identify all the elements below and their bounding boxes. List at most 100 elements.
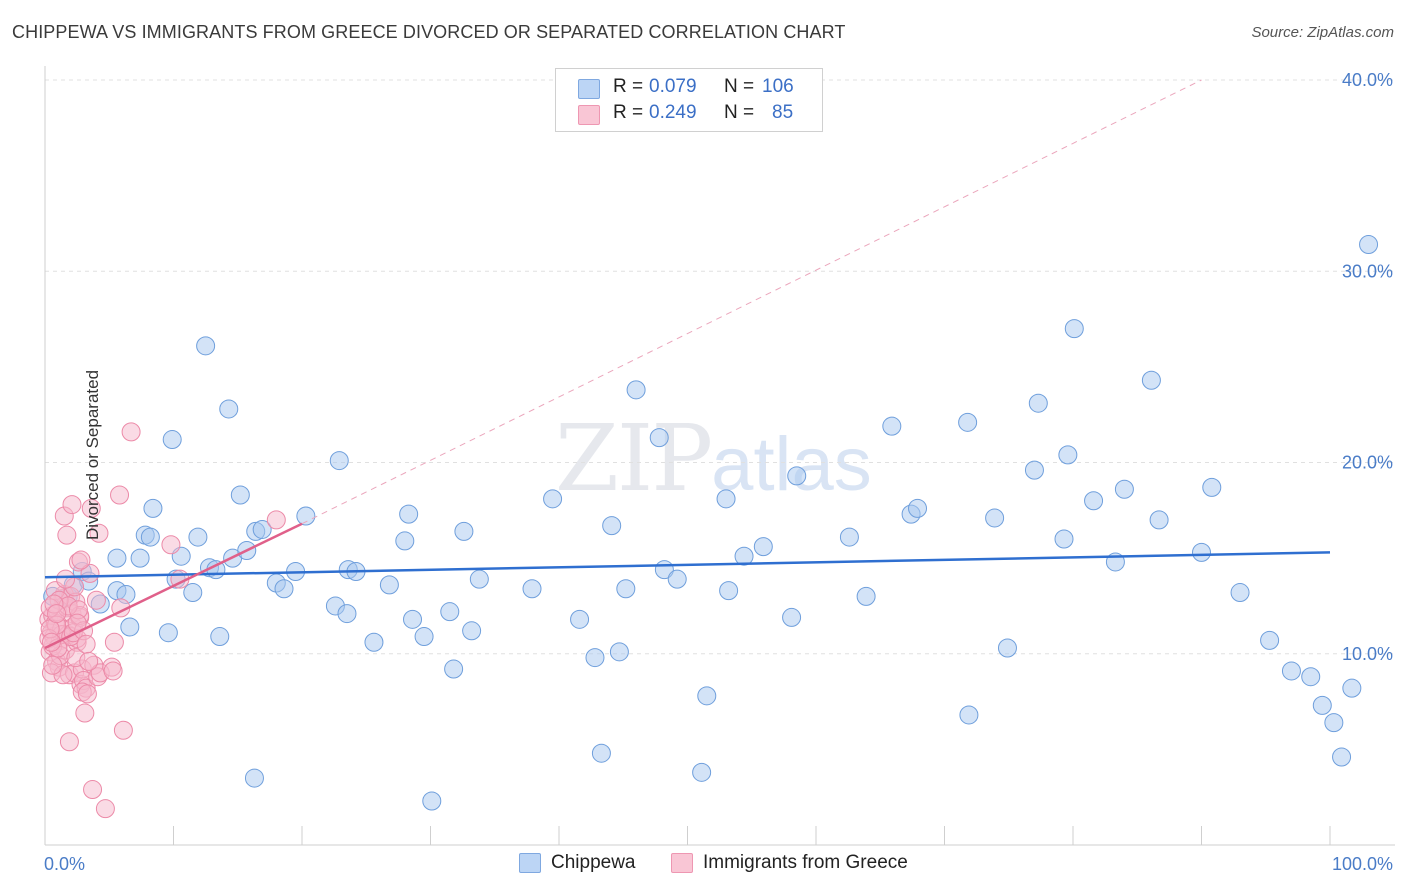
chippewa-point bbox=[143, 498, 163, 518]
greece-point bbox=[110, 485, 130, 505]
chippewa-point bbox=[782, 607, 802, 627]
greece-point bbox=[43, 655, 63, 675]
chippewa-point bbox=[1301, 667, 1321, 687]
chippewa-point bbox=[158, 623, 178, 643]
chippewa-point bbox=[1058, 445, 1078, 465]
bottom-legend-label-greece: Immigrants from Greece bbox=[703, 852, 908, 873]
chippewa-point bbox=[252, 519, 272, 539]
chippewa-point bbox=[716, 489, 736, 509]
chippewa-point bbox=[162, 430, 182, 450]
greece-trend-extension bbox=[301, 79, 1202, 525]
greece-point bbox=[75, 703, 95, 723]
bottom-legend-swatch-greece bbox=[671, 853, 693, 873]
chippewa-point bbox=[1281, 661, 1301, 681]
chippewa-point bbox=[130, 548, 150, 568]
chippewa-point bbox=[414, 627, 434, 647]
chippewa-point bbox=[379, 575, 399, 595]
chippewa-point bbox=[602, 516, 622, 536]
legend-swatch-greece bbox=[578, 105, 600, 125]
chippewa-point bbox=[395, 531, 415, 551]
chippewa-point bbox=[219, 399, 239, 419]
chippewa-point bbox=[1260, 630, 1280, 650]
greece-points bbox=[39, 422, 286, 819]
greece-point bbox=[104, 632, 124, 652]
chippewa-point bbox=[1141, 370, 1161, 390]
legend-r-value: 0.079 bbox=[649, 76, 697, 97]
chippewa-point bbox=[1064, 319, 1084, 339]
chippewa-point bbox=[296, 506, 316, 526]
watermark-zip: ZIP bbox=[555, 405, 713, 512]
greece-point bbox=[79, 651, 99, 671]
greece-point bbox=[83, 780, 103, 800]
y-tick-label: 40.0% bbox=[1342, 70, 1393, 90]
chippewa-point bbox=[908, 498, 928, 518]
chippewa-point bbox=[107, 548, 127, 568]
legend-r-label: R = bbox=[613, 76, 644, 97]
chippewa-point bbox=[337, 604, 357, 624]
chippewa-point bbox=[1192, 542, 1211, 562]
y-axis-label: Divorced or Separated bbox=[83, 369, 103, 541]
chippewa-point bbox=[1359, 234, 1379, 254]
trend-lines bbox=[44, 79, 1331, 650]
chart-title: CHIPPEWA VS IMMIGRANTS FROM GREECE DIVOR… bbox=[12, 22, 846, 42]
chippewa-point bbox=[1114, 479, 1134, 499]
chippewa-trend-line bbox=[44, 551, 1331, 579]
greece-point bbox=[76, 634, 96, 654]
greece-point bbox=[113, 720, 133, 740]
chippewa-point bbox=[120, 617, 140, 637]
chippewa-point bbox=[329, 451, 349, 471]
chippewa-point bbox=[882, 416, 902, 436]
chippewa-point bbox=[1230, 583, 1250, 603]
greece-point bbox=[59, 732, 79, 752]
chippewa-point bbox=[399, 504, 419, 524]
chippewa-point bbox=[244, 768, 264, 788]
chippewa-point bbox=[667, 569, 687, 589]
chippewa-point bbox=[1024, 460, 1044, 480]
chippewa-point bbox=[188, 527, 208, 547]
greece-point bbox=[95, 799, 115, 819]
chippewa-point bbox=[753, 537, 773, 557]
chippewa-point bbox=[183, 583, 203, 603]
chippewa-point bbox=[1312, 695, 1332, 715]
chippewa-point bbox=[787, 466, 807, 486]
greece-point bbox=[57, 525, 77, 545]
greece-point bbox=[77, 684, 97, 704]
chippewa-point bbox=[274, 579, 294, 599]
greece-point bbox=[47, 604, 67, 624]
greece-point bbox=[81, 498, 101, 518]
chippewa-point bbox=[1054, 529, 1074, 549]
chippewa-point bbox=[958, 412, 978, 432]
chippewa-point bbox=[364, 632, 384, 652]
chippewa-point bbox=[734, 546, 754, 566]
greece-point bbox=[161, 535, 181, 555]
legend-n-label: N = bbox=[724, 76, 755, 97]
greece-point bbox=[103, 661, 123, 681]
chippewa-point bbox=[469, 569, 489, 589]
chippewa-point bbox=[697, 686, 717, 706]
grid bbox=[45, 79, 1395, 655]
chippewa-point bbox=[649, 428, 669, 448]
legend-n-label: N = bbox=[724, 102, 755, 123]
y-tick-label: 10.0% bbox=[1342, 644, 1393, 664]
chippewa-point bbox=[1084, 491, 1104, 511]
greece-point bbox=[266, 510, 286, 530]
chippewa-point bbox=[570, 609, 590, 629]
source-credit: Source: ZipAtlas.com bbox=[1251, 24, 1394, 41]
tick-labels: 10.0% 20.0% 30.0% 40.0% 0.0% 100.0% bbox=[44, 70, 1393, 874]
chippewa-point bbox=[196, 336, 216, 356]
chippewa-point bbox=[422, 791, 442, 811]
legend-n-value: 106 bbox=[762, 76, 794, 97]
chippewa-point bbox=[985, 508, 1005, 528]
bottom-legend-label-chippewa: Chippewa bbox=[551, 852, 636, 873]
watermark-atlas: atlas bbox=[711, 422, 872, 507]
chippewa-point bbox=[140, 527, 160, 547]
chippewa-point bbox=[210, 627, 230, 647]
y-tick-label: 30.0% bbox=[1342, 261, 1393, 281]
watermark: ZIPatlas bbox=[555, 405, 872, 512]
chippewa-point bbox=[616, 579, 636, 599]
chippewa-point bbox=[626, 380, 646, 400]
chippewa-point bbox=[1324, 713, 1344, 733]
legend-r-value: 0.249 bbox=[649, 102, 697, 123]
chippewa-point bbox=[230, 485, 250, 505]
